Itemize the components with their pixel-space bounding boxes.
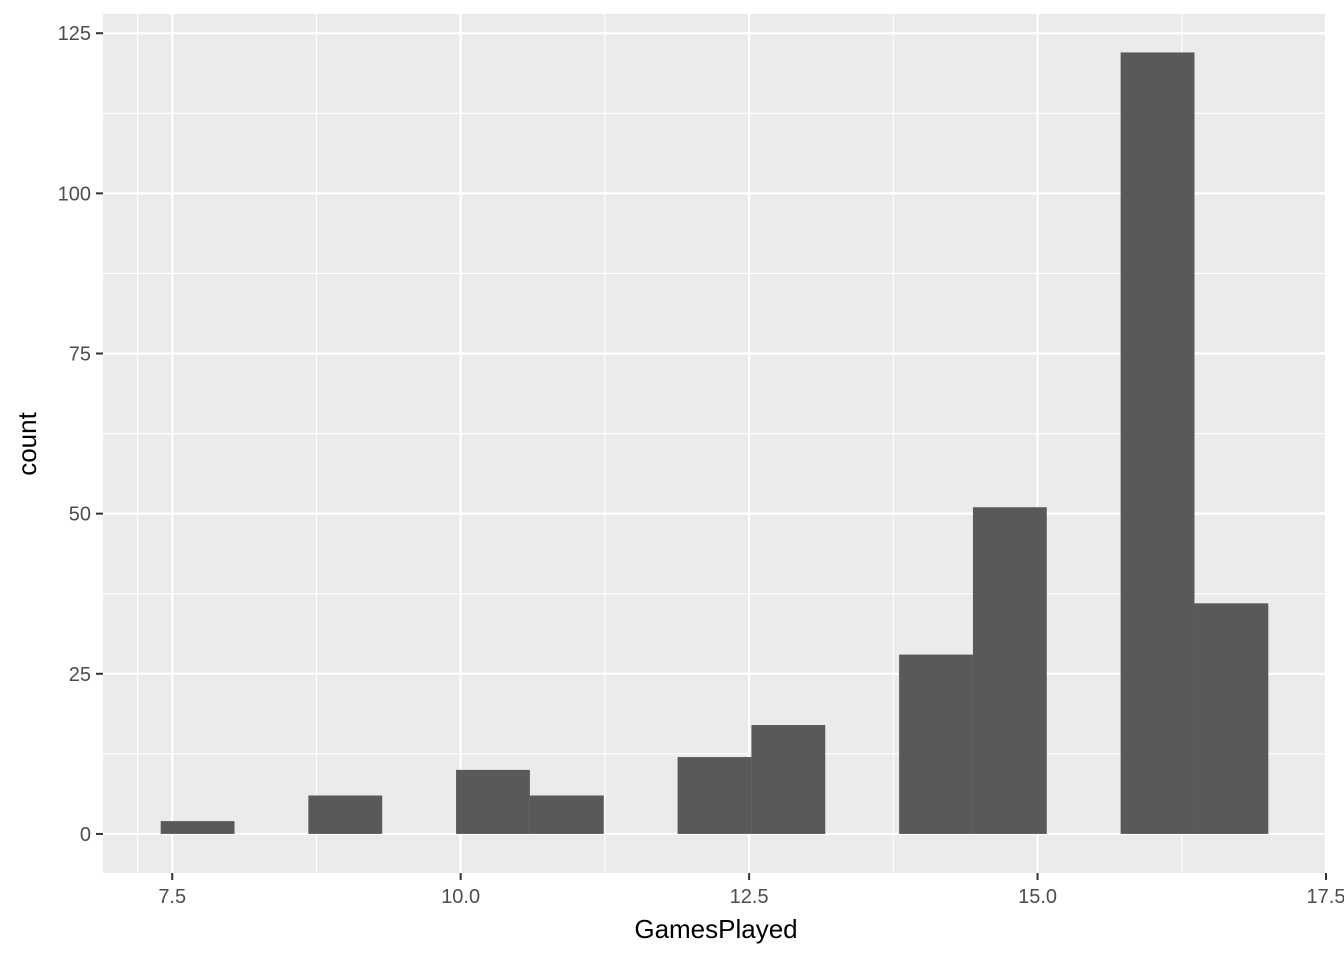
x-tick-label: 12.5 [730,886,769,908]
histogram-bar [677,757,752,834]
histogram-bar [899,654,973,834]
y-tick-label: 25 [69,664,91,686]
y-tick-label: 50 [69,504,91,526]
histogram-bar [1194,603,1269,834]
histogram-bar [972,507,1047,834]
histogram-bar [308,795,383,834]
histogram-bar [456,769,530,834]
y-tick-label: 75 [69,344,91,366]
histogram-bar [160,821,235,834]
x-tick-label: 10.0 [441,886,480,908]
x-axis: 7.5 10.0 12.5 15.0 17.5 [158,873,1344,908]
x-axis-title: GamesPlayed [634,914,797,944]
y-tick-label: 100 [58,183,91,205]
y-axis: 0 25 50 75 100 125 [58,23,103,846]
y-axis-title: count [12,411,42,475]
x-tick-label: 7.5 [158,886,186,908]
histogram-bar [1120,52,1195,834]
histogram-bar [529,795,604,834]
y-tick-label: 125 [58,23,91,45]
y-tick-label: 0 [80,824,91,846]
x-tick-label: 15.0 [1018,886,1057,908]
histogram-bar [751,725,826,834]
histogram-bars [160,52,1269,834]
x-tick-label: 17.5 [1307,886,1344,908]
